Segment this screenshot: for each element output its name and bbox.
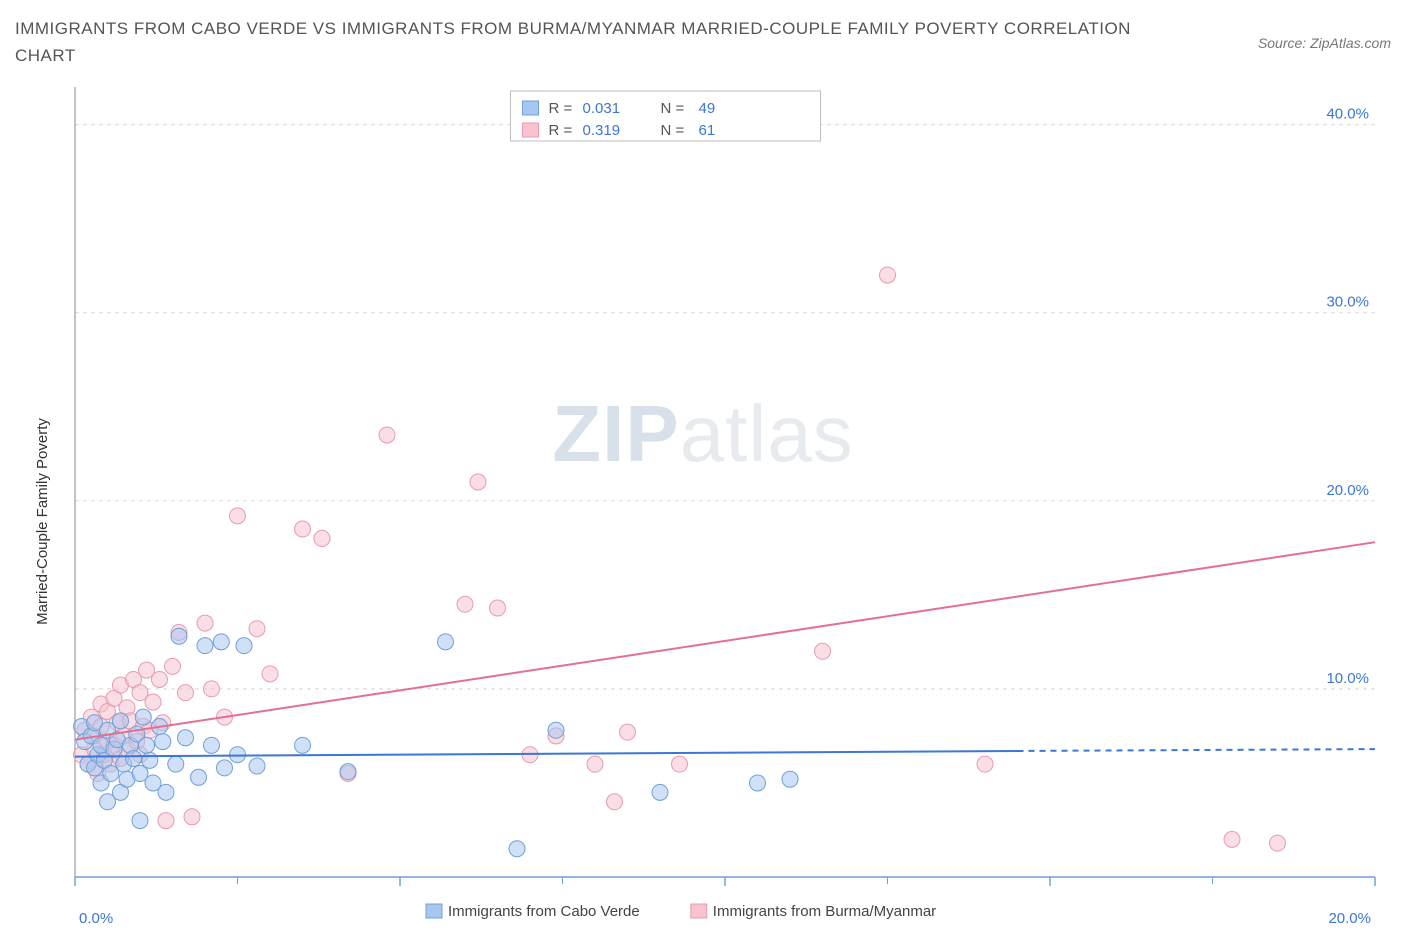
svg-text:20.0%: 20.0% xyxy=(1328,910,1371,927)
svg-text:Immigrants from Burma/Myanmar: Immigrants from Burma/Myanmar xyxy=(713,903,936,920)
svg-text:30.0%: 30.0% xyxy=(1326,294,1369,311)
svg-text:R =: R = xyxy=(549,122,573,139)
chart-title: IMMIGRANTS FROM CABO VERDE VS IMMIGRANTS… xyxy=(15,15,1135,69)
svg-text:0.031: 0.031 xyxy=(583,100,621,117)
chart-container: ZIPatlas 10.0%20.0%30.0%40.0%0.0%20.0%Ma… xyxy=(15,77,1391,927)
svg-text:N =: N = xyxy=(661,122,685,139)
svg-text:Immigrants from Cabo Verde: Immigrants from Cabo Verde xyxy=(448,903,640,920)
source-label: Source: ZipAtlas.com xyxy=(1258,35,1391,51)
svg-text:61: 61 xyxy=(699,122,716,139)
svg-text:0.319: 0.319 xyxy=(583,122,621,139)
svg-text:R =: R = xyxy=(549,100,573,117)
svg-text:Married-Couple Family Poverty: Married-Couple Family Poverty xyxy=(34,418,51,625)
svg-text:0.0%: 0.0% xyxy=(79,910,113,927)
scatter-chart: 10.0% 20.0% 30.0% 40.0% 0.0% 20.0% Married-Cou… xyxy=(15,77,1391,947)
svg-text:20.0%: 20.0% xyxy=(1326,482,1369,499)
svg-text:40.0%: 40.0% xyxy=(1326,106,1369,123)
svg-text:49: 49 xyxy=(699,100,716,117)
svg-text:10.0%: 10.0% xyxy=(1326,670,1369,687)
svg-text:N =: N = xyxy=(661,100,685,117)
